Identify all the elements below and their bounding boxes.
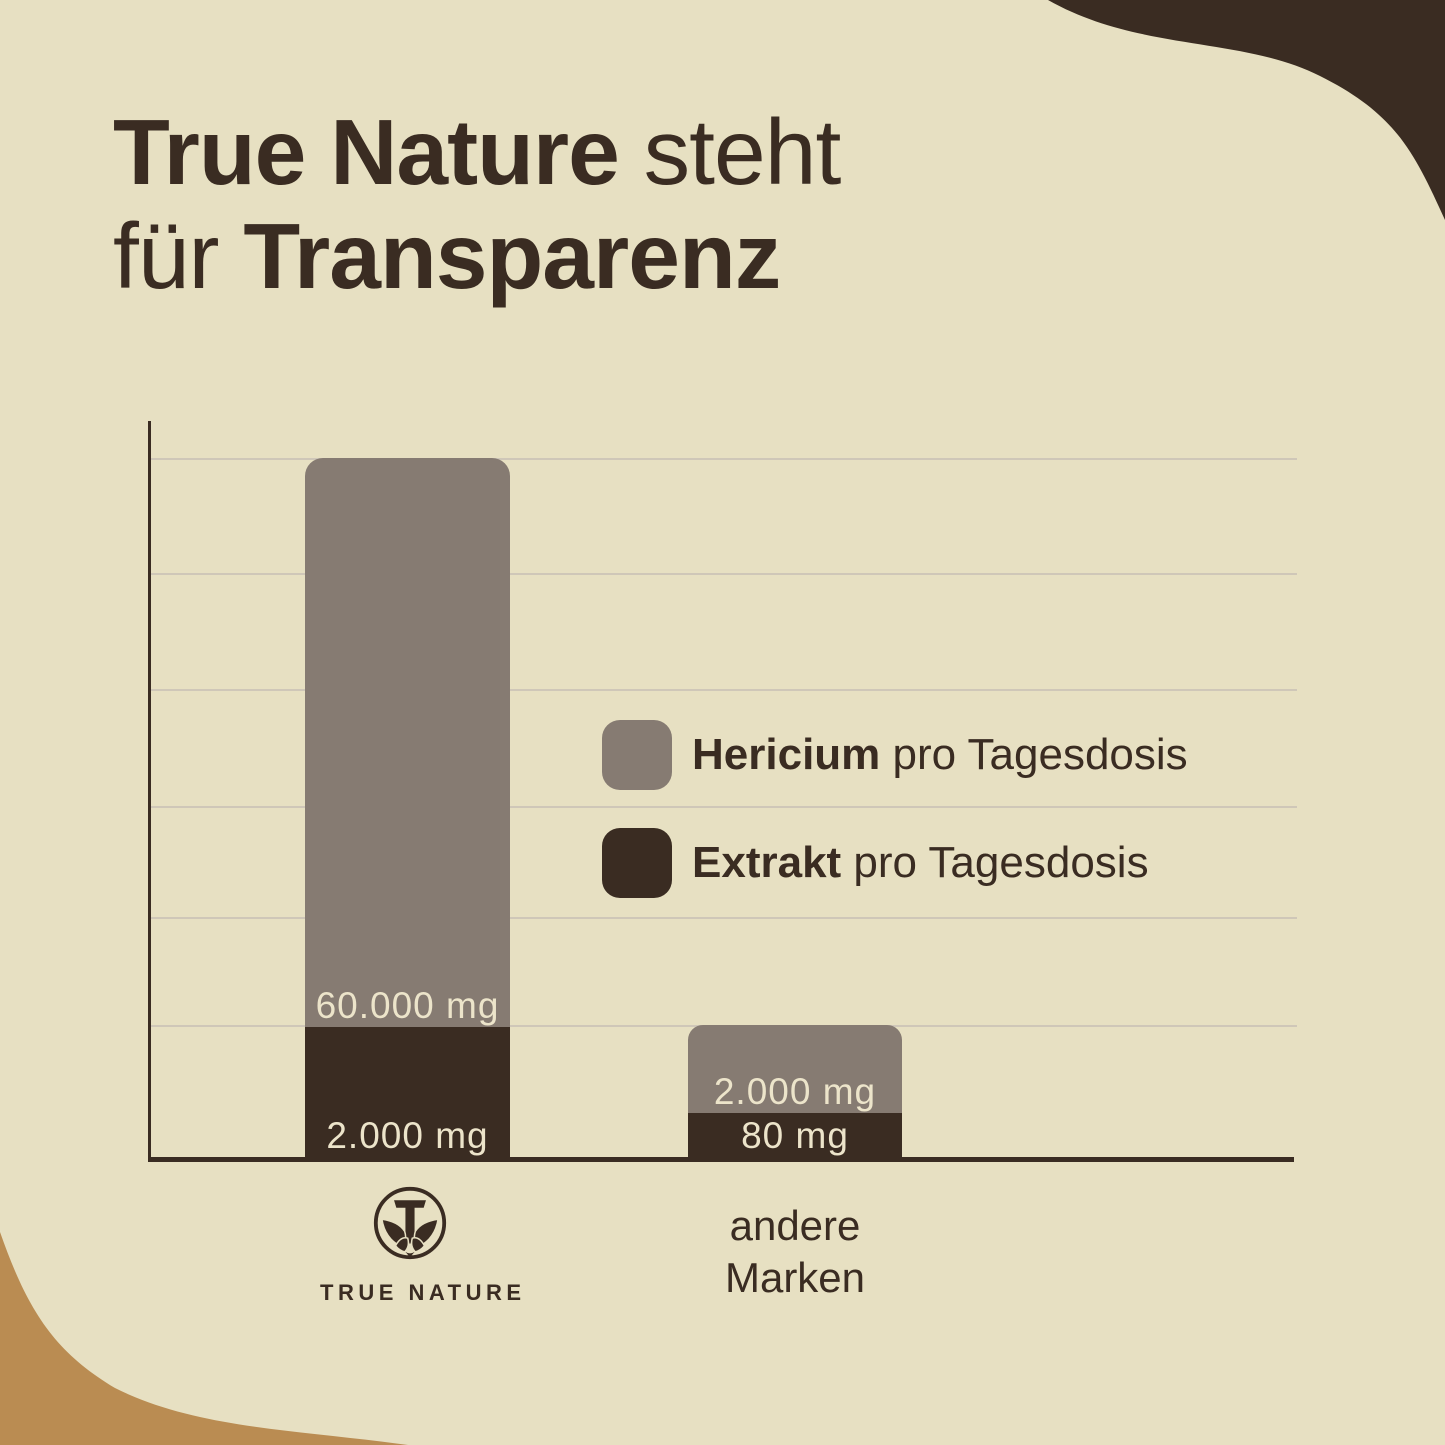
title-keyword: Transparenz (243, 204, 781, 308)
bar-andere-extrakt: 80 mg (688, 1113, 902, 1159)
category-true-nature: TRUE NATURE (320, 1185, 526, 1306)
legend-item-hericium: Hericium pro Tagesdosis (602, 720, 1188, 790)
gridline (150, 689, 1297, 691)
gridline (150, 806, 1297, 808)
title-line-2: für Transparenz (113, 204, 781, 308)
legend-label: Hericium pro Tagesdosis (692, 730, 1188, 779)
bar-value-label: 80 mg (741, 1115, 849, 1156)
bar-value-label: 60.000 mg (315, 985, 500, 1026)
legend-label: Extrakt pro Tagesdosis (692, 838, 1149, 887)
x-axis (148, 1157, 1294, 1162)
gridline (150, 458, 1297, 460)
extrakt-swatch (602, 828, 672, 898)
bar-truenature-hericium: 60.000 mg (305, 458, 510, 1037)
category-andere-marken: andere Marken (724, 1202, 866, 1301)
legend-item-extrakt: Extrakt pro Tagesdosis (602, 828, 1149, 898)
title-line-1: True Nature steht (113, 100, 841, 204)
hericium-swatch (602, 720, 672, 790)
bar-truenature-extrakt: 2.000 mg (305, 1027, 510, 1162)
title-brand: True Nature (113, 100, 620, 204)
gridline (150, 573, 1297, 575)
gridline (150, 917, 1297, 919)
page-title: True Nature steht für Transparenz (113, 100, 841, 308)
bar-value-label: 2.000 mg (326, 1115, 489, 1156)
bar-value-label: 2.000 mg (713, 1071, 877, 1112)
y-axis (148, 421, 151, 1162)
bar-andere-hericium: 2.000 mg (688, 1025, 902, 1121)
brand-name-label: TRUE NATURE (320, 1280, 526, 1305)
top-right-blob (1048, 0, 1445, 220)
true-nature-logo-icon (373, 1186, 447, 1260)
